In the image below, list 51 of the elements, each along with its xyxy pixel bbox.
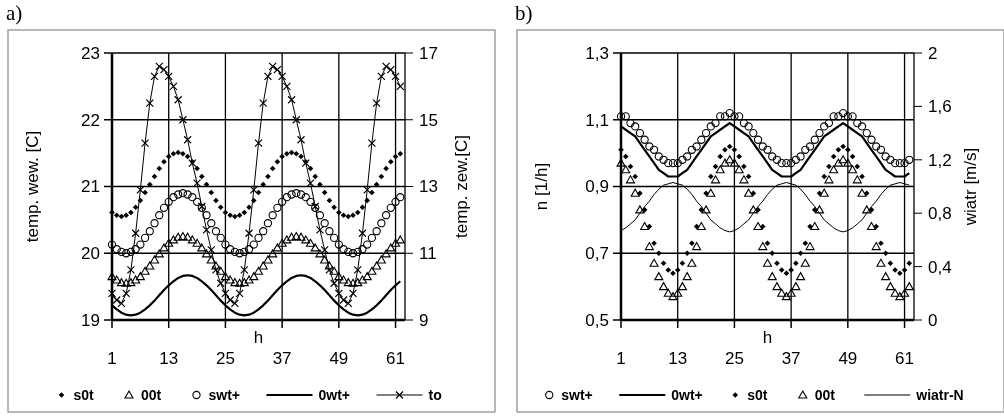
- y-tick-label: 21: [81, 177, 100, 197]
- x-tick-label: 49: [329, 349, 349, 368]
- x-tick-label: 13: [159, 349, 179, 368]
- x-tick-label: 1: [616, 349, 626, 368]
- y-tick-label: 20: [81, 244, 100, 264]
- x-tick-label: 37: [781, 349, 801, 368]
- legend-label: s0t: [73, 386, 95, 403]
- chart-title: a): [6, 1, 23, 25]
- y2-tick-label: 2: [928, 43, 938, 63]
- y2-tick-label: 0,4: [928, 257, 952, 277]
- legend-label: s0t: [747, 386, 768, 403]
- x-axis-title: h: [762, 328, 773, 347]
- x-tick-label: 49: [838, 349, 858, 368]
- y2-tick-label: 11: [419, 244, 437, 264]
- y2-tick-label: 9: [419, 310, 429, 330]
- x-tick-label: 61: [386, 349, 406, 368]
- y-tick-label: 19: [81, 310, 100, 330]
- y2-tick-label: 15: [419, 110, 438, 130]
- legend-label: wiatr-N: [915, 386, 964, 403]
- y-tick-label: 23: [81, 43, 100, 63]
- y-axis-title: n [1/h]: [532, 162, 551, 211]
- y2-tick-label: 1,2: [928, 150, 952, 170]
- legend-label: 00t: [141, 386, 162, 403]
- y2-tick-label: 17: [419, 43, 438, 63]
- y2-tick-label: 13: [419, 177, 438, 197]
- x-axis-title: h: [253, 328, 264, 347]
- y2-tick-label: 0,8: [928, 204, 952, 224]
- y2-tick-label: 0: [928, 310, 938, 330]
- x-tick-label: 1: [107, 349, 117, 368]
- legend-label: swt+: [561, 386, 593, 403]
- x-tick-label: 61: [895, 349, 915, 368]
- x-tick-label: 13: [668, 349, 688, 368]
- x-tick-label: 37: [272, 349, 292, 368]
- legend-label: 0wt+: [671, 386, 703, 403]
- y-tick-label: 1,3: [585, 43, 609, 63]
- chart-title: b): [515, 1, 533, 25]
- legend-label: 00t: [814, 386, 836, 403]
- y-axis-title: temp. wew. [C]: [23, 130, 42, 243]
- y2-axis-title: wiatr [m/s]: [961, 147, 980, 227]
- y2-tick-label: 1,6: [928, 97, 952, 117]
- y-tick-label: 22: [81, 110, 100, 130]
- x-tick-label: 25: [215, 349, 235, 368]
- y-tick-label: 0,7: [585, 244, 609, 264]
- y-tick-label: 1,1: [585, 110, 609, 130]
- legend-label: swt+: [208, 386, 241, 403]
- y2-axis-title: temp. zew.[C]: [452, 135, 471, 238]
- y-tick-label: 0,9: [585, 177, 609, 197]
- y-tick-label: 0,5: [585, 310, 609, 330]
- x-tick-label: 25: [724, 349, 744, 368]
- legend-label: 0wt+: [318, 386, 351, 403]
- legend-label: to: [428, 386, 442, 403]
